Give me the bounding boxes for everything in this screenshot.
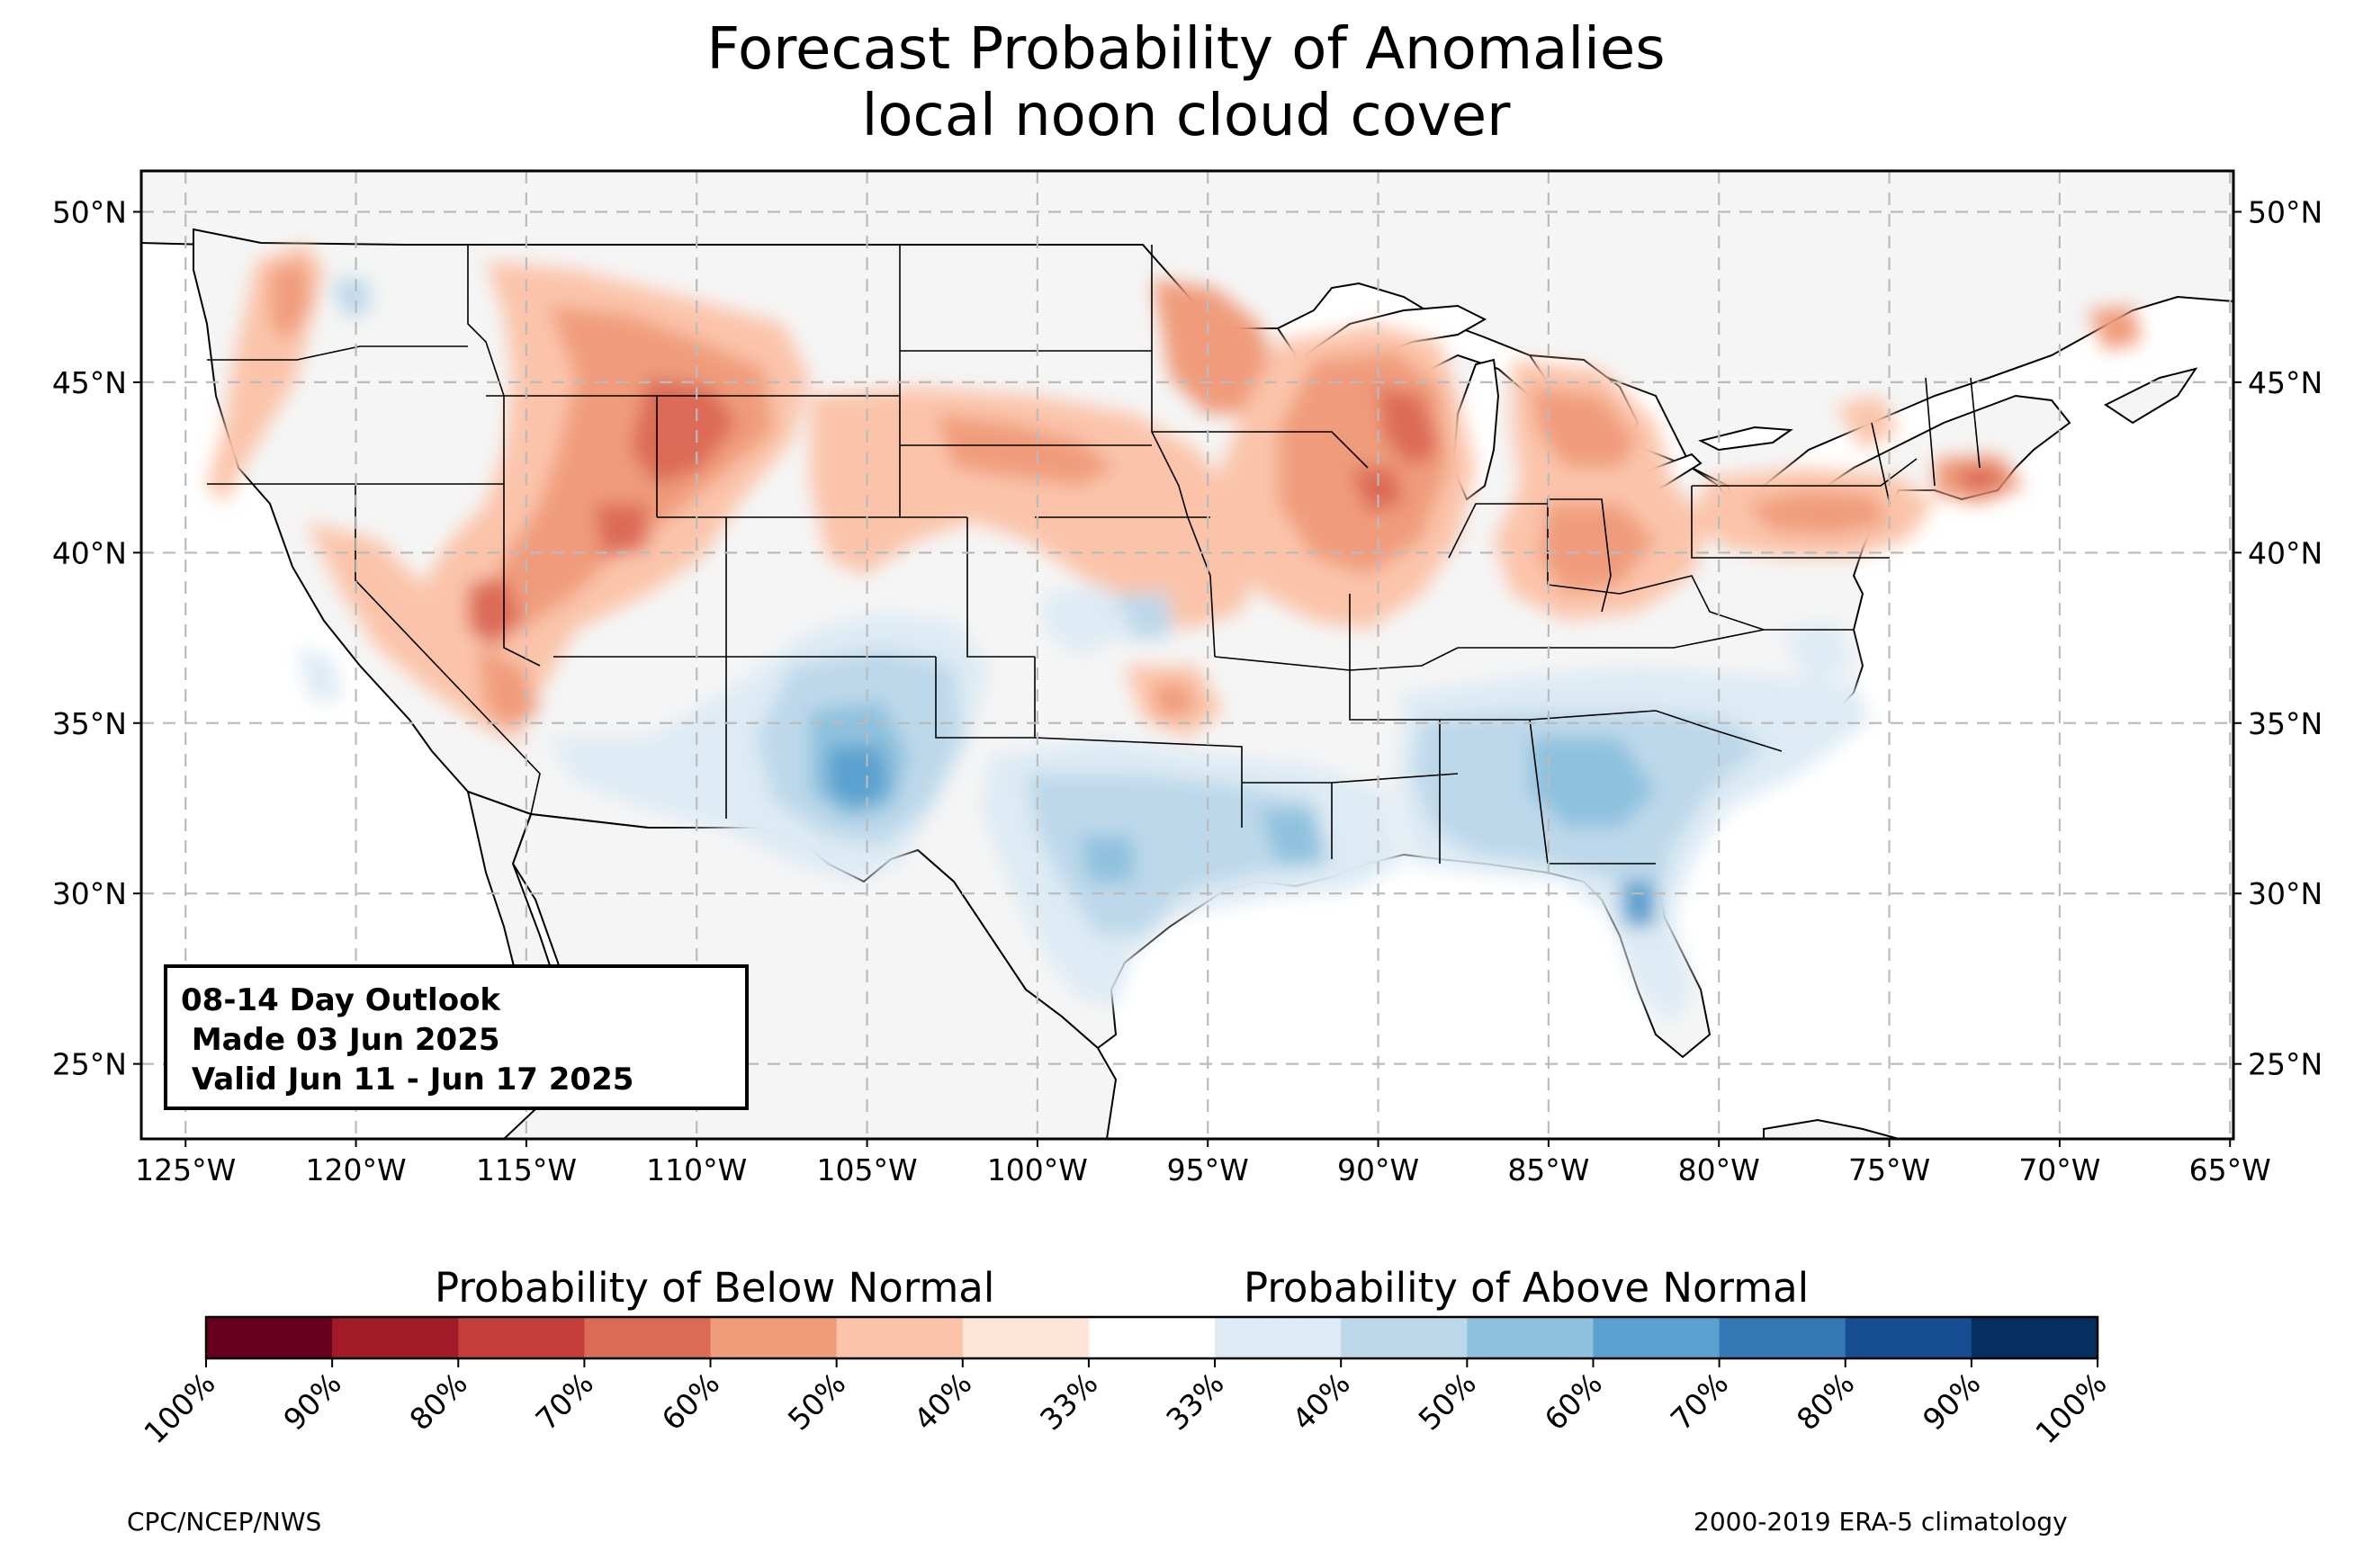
lon-tick-label: 90°W — [1337, 1152, 1419, 1187]
title-line-2: local noon cloud cover — [861, 83, 1511, 149]
lat-axis-right: 50°N 45°N 40°N 35°N 30°N 25°N — [2233, 194, 2323, 1082]
colorbar-tick-label: 33% — [1159, 1366, 1230, 1437]
colorbar-segment — [1845, 1317, 1972, 1358]
lon-tick-label: 75°W — [1848, 1152, 1930, 1187]
below-normal-label: Probability of Below Normal — [435, 1264, 995, 1312]
title-line-1: Forecast Probability of Anomalies — [706, 16, 1666, 83]
colorbar-tick-label: 50% — [781, 1366, 852, 1437]
colorbar-segment — [1467, 1317, 1594, 1358]
lat-axis-left: 50°N 45°N 40°N 35°N 30°N 25°N — [52, 194, 141, 1082]
lat-tick-label: 40°N — [52, 535, 127, 570]
state-borders — [207, 245, 1981, 865]
chart-title: Forecast Probability of Anomalies local … — [0, 16, 2372, 149]
colorbar-segment — [836, 1317, 964, 1358]
colorbar-segment — [1971, 1317, 2098, 1358]
lon-tick-label: 85°W — [1507, 1152, 1589, 1187]
map-frame — [139, 169, 2235, 1141]
lat-tick-label: 30°N — [52, 876, 127, 911]
colorbar-tick-label: 40% — [1285, 1366, 1356, 1437]
lat-tick-label: 45°N — [2248, 365, 2323, 400]
colorbar-tick-label: 33% — [1033, 1366, 1104, 1437]
lat-tick-label: 35°N — [52, 706, 127, 741]
colorbar-tick-label: 90% — [1916, 1366, 1987, 1437]
lat-tick-label: 45°N — [52, 365, 127, 400]
colorbar-segment — [584, 1317, 712, 1358]
colorbar-segment — [1593, 1317, 1721, 1358]
colorbar-tick-label: 80% — [1790, 1366, 1861, 1437]
lat-tick-label: 25°N — [52, 1047, 127, 1082]
above-normal-areas — [297, 279, 1872, 1026]
lon-tick-label: 80°W — [1678, 1152, 1760, 1187]
colorbar-tick-label: 70% — [529, 1366, 600, 1437]
colorbar-segment — [710, 1317, 838, 1358]
source-credit: CPC/NCEP/NWS — [127, 1507, 322, 1537]
colorbar-segment — [332, 1317, 459, 1358]
lon-tick-label: 120°W — [305, 1152, 406, 1187]
lon-tick-label: 100°W — [987, 1152, 1088, 1187]
colorbar-segment — [1088, 1317, 1216, 1358]
colorbar: 100% 90% 80% 70% 60% 50% 40% 33% 33% 40% 50% 60% 70%… — [137, 1315, 2114, 1450]
lon-tick-label: 65°W — [2189, 1152, 2271, 1187]
lat-tick-label: 50°N — [52, 194, 127, 229]
lat-tick-label: 30°N — [2248, 876, 2323, 911]
colorbar-frame — [204, 1315, 2099, 1360]
graticule — [141, 171, 2233, 1139]
lon-tick-label: 115°W — [476, 1152, 577, 1187]
cuba — [1763, 1118, 1900, 1139]
colorbar-tick-label: 90% — [276, 1366, 347, 1437]
lat-tick-label: 25°N — [2248, 1047, 2323, 1082]
colorbar-segment — [962, 1317, 1090, 1358]
colorbar-tick-label: 60% — [1538, 1366, 1609, 1437]
outlook-info-box: 08-14 Day Outlook Made 03 Jun 2025 Valid… — [164, 964, 749, 1110]
lon-tick-label: 125°W — [135, 1152, 236, 1187]
lon-tick-label: 110°W — [646, 1152, 747, 1187]
colorbar-tick-label: 50% — [1412, 1366, 1483, 1437]
lat-tick-label: 35°N — [2248, 706, 2323, 741]
outlook-valid-range: Valid Jun 11 - Jun 17 2025 — [181, 1062, 634, 1098]
colorbar-segment — [1215, 1317, 1342, 1358]
outlook-made-date: Made 03 Jun 2025 — [181, 1022, 500, 1058]
colorbar-segment — [458, 1317, 585, 1358]
outlook-period: 08-14 Day Outlook — [181, 982, 501, 1018]
colorbar-tick-label: 40% — [907, 1366, 978, 1437]
lon-tick-label: 70°W — [2018, 1152, 2100, 1187]
colorbar-segment — [1341, 1317, 1468, 1358]
lon-axis: 125°W 120°W 115°W 110°W 105°W 100°W 95°W 90°W 85… — [135, 1139, 2271, 1187]
colorbar-segment — [1719, 1317, 1846, 1358]
above-normal-label: Probability of Above Normal — [1244, 1264, 1810, 1312]
lat-tick-label: 40°N — [2248, 535, 2323, 570]
colorbar-tick-label: 60% — [655, 1366, 726, 1437]
lon-tick-label: 105°W — [816, 1152, 917, 1187]
colorbar-segment — [206, 1317, 333, 1358]
lon-tick-label: 95°W — [1167, 1152, 1249, 1187]
colorbar-tick-label: 70% — [1664, 1366, 1735, 1437]
colorbar-tick-label: 100% — [137, 1366, 221, 1450]
lat-tick-label: 50°N — [2248, 194, 2323, 229]
lake-ontario — [1698, 426, 1793, 452]
colorbar-tick-label: 100% — [2028, 1366, 2113, 1450]
climatology-note: 2000-2019 ERA-5 climatology — [1694, 1507, 2068, 1537]
colorbar-tick-label: 80% — [402, 1366, 473, 1437]
